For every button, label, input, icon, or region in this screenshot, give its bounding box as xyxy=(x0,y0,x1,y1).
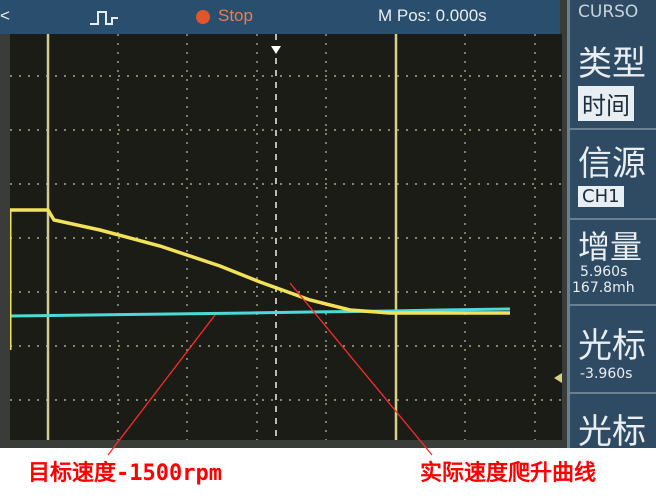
run-state-label[interactable]: Stop xyxy=(218,6,253,25)
source-value[interactable]: CH1 xyxy=(578,186,624,207)
cursor2-label[interactable]: 光标 xyxy=(578,412,646,448)
menu-divider xyxy=(570,392,656,394)
cursor1-value: -3.960s xyxy=(580,366,633,382)
oscilloscope-photo: < Stop M Pos: 0.000s CURSO 类型 时间 信源 CH1 … xyxy=(0,0,656,448)
delta-measure-value: 167.8mh xyxy=(572,280,635,296)
cursor-menu-panel: CURSO 类型 时间 信源 CH1 增量 5.960s 167.8mh 光标 … xyxy=(567,0,656,448)
delta-time-value: 5.960s xyxy=(580,264,628,280)
back-icon[interactable]: < xyxy=(0,6,10,25)
menu-title: CURSO xyxy=(578,2,639,22)
trigger-position-marker xyxy=(271,46,281,54)
source-label[interactable]: 信源 xyxy=(578,144,646,184)
menu-divider xyxy=(570,218,656,220)
cursor1-label[interactable]: 光标 xyxy=(578,326,646,366)
run-state-indicator-icon xyxy=(196,10,210,24)
waveform-display xyxy=(10,34,562,440)
ch1-actual-speed-trace xyxy=(10,208,510,315)
menu-divider xyxy=(570,128,656,130)
target-speed-annotation: 目标速度-1500rpm xyxy=(28,461,222,486)
ch1-level-marker xyxy=(554,373,562,383)
waveform-grid xyxy=(10,34,562,440)
menu-divider xyxy=(570,304,656,306)
status-bar: < Stop M Pos: 0.000s xyxy=(0,0,560,34)
pulse-trigger-icon xyxy=(90,8,130,28)
type-label[interactable]: 类型 xyxy=(578,44,646,84)
delta-label: 增量 xyxy=(578,228,643,266)
actual-speed-annotation: 实际速度爬升曲线 xyxy=(420,461,597,486)
horizontal-position-readout: M Pos: 0.000s xyxy=(378,6,487,25)
type-value[interactable]: 时间 xyxy=(578,86,634,121)
